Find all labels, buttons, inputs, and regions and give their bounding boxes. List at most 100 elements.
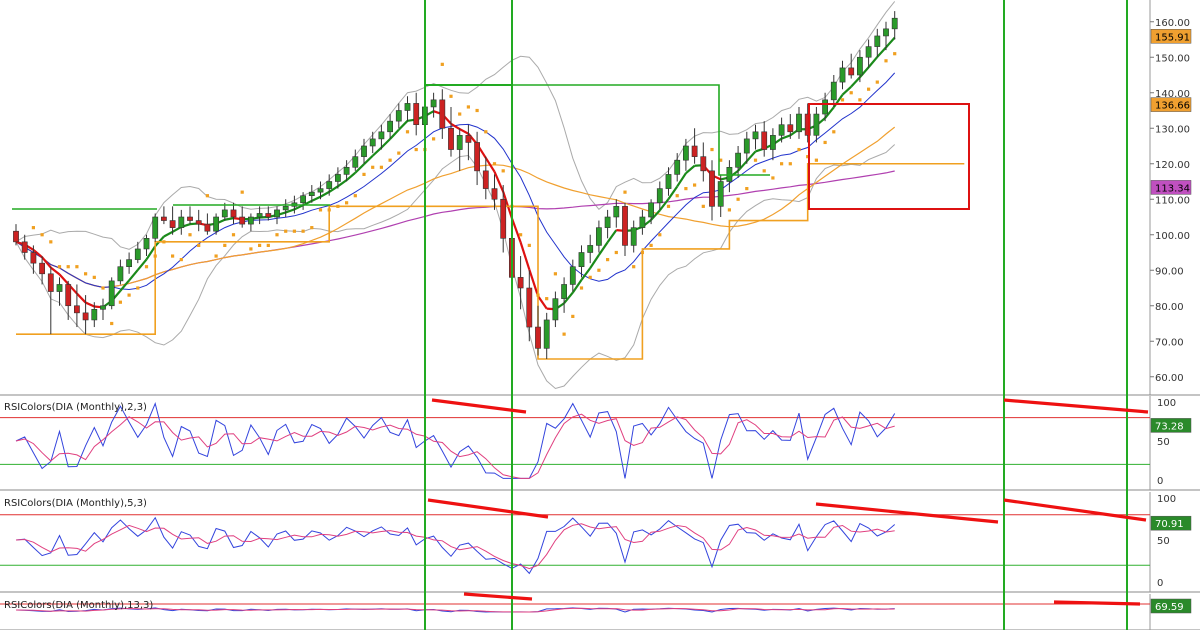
candle-body [39, 262, 45, 275]
sar-dot [632, 265, 636, 269]
hull-segment [519, 241, 531, 270]
sar-dot [814, 158, 818, 162]
rsi-panel-label: RSIColors(DIA (Monthly),2,3) [4, 402, 147, 413]
sar-dot [144, 265, 149, 269]
sar-dot [579, 286, 584, 290]
candle-body [830, 81, 837, 101]
sar-dot [301, 229, 305, 233]
sar-dot [179, 258, 183, 262]
sar-dot [553, 272, 557, 276]
candle-body [743, 138, 750, 154]
candle-body [195, 220, 202, 225]
candle-body [735, 152, 741, 168]
sar-dot [675, 194, 679, 198]
candle-body [665, 174, 672, 189]
sar-dot [371, 165, 375, 169]
candle-body [430, 99, 437, 108]
candle-body [204, 223, 211, 232]
hull-segment [510, 217, 522, 243]
sar-dot [762, 169, 766, 173]
candle-body [622, 206, 628, 246]
sar-dot [432, 137, 436, 141]
sar-dot [823, 140, 827, 145]
rsi-line [15, 516, 896, 575]
candle-body [604, 216, 611, 228]
candle-body [717, 181, 724, 207]
sar-dot [188, 233, 192, 237]
candle-body [30, 252, 37, 264]
hull-segment [832, 94, 844, 108]
candle-body [282, 206, 289, 211]
candle-body [848, 67, 855, 76]
hull-segment [398, 120, 409, 131]
candle-body [639, 216, 646, 228]
sar-dot [536, 293, 540, 297]
sar-dot [588, 275, 592, 279]
hull-segment [50, 266, 61, 276]
support-step-line [16, 162, 965, 360]
candle-body [491, 188, 498, 200]
candle-body [387, 120, 393, 133]
bollinger-upper [15, 1, 896, 250]
bollinger-lower [15, 144, 896, 390]
sar-dot [362, 172, 366, 176]
sar-dot [101, 286, 105, 290]
sar-dot [92, 275, 96, 279]
hull-segment [484, 157, 496, 173]
sar-dot [336, 204, 340, 208]
price-badge [1150, 180, 1192, 195]
sar-dot [719, 158, 723, 162]
candle-body [691, 145, 698, 157]
sar-dot [327, 208, 331, 212]
candle-body [474, 142, 480, 172]
candle-body [500, 198, 507, 239]
sar-dot [414, 147, 418, 152]
rsi-panel-2: 0 50 100 RSIColors(DIA (Monthly),2,3) 73.28 [0, 396, 1200, 491]
sar-dot [484, 130, 488, 134]
candle-body [326, 181, 333, 189]
hull-segment [885, 36, 896, 49]
candle-body [569, 266, 576, 285]
sar-dot [136, 286, 140, 290]
candle-body [334, 174, 341, 182]
hull-segment [676, 172, 687, 188]
candle-body [778, 124, 785, 136]
candle-body [221, 209, 228, 218]
sar-dot [858, 98, 862, 102]
rsi-value-badge-label: 70.91 [1155, 519, 1184, 530]
sar-dot [379, 165, 383, 169]
sar-dot [466, 105, 470, 109]
sar-dot [614, 250, 618, 255]
sar-dot [780, 162, 784, 166]
divergence-line [1053, 600, 1141, 606]
candle-body [308, 191, 315, 196]
rsi-tick-label: 50 [1157, 536, 1170, 547]
sar-dot [492, 162, 497, 166]
hull-segment [859, 66, 870, 79]
sar-dot [458, 112, 462, 116]
hull-segment [328, 185, 339, 193]
price-panel-bg [0, 0, 1200, 395]
sar-dot [501, 169, 505, 173]
hull-segment [311, 195, 321, 202]
hull-segment [371, 146, 383, 157]
candle-body [448, 127, 454, 150]
rsi-value-badge [1150, 418, 1192, 433]
sar-dot [266, 243, 270, 247]
candle-body [595, 227, 602, 246]
y-tick-label: 110.00 [1155, 195, 1190, 206]
hull-segment [128, 269, 139, 282]
sar-dot [736, 197, 740, 201]
candle-body [874, 35, 881, 47]
hull-segment [76, 292, 87, 304]
rsi-value-badge [1150, 515, 1192, 531]
hull-segment [841, 85, 852, 96]
hull-segment [337, 179, 348, 188]
candle-body [239, 216, 246, 225]
rsi-tick-label: 100 [1157, 398, 1176, 409]
moving-average-orange [15, 126, 896, 289]
sar-dot [249, 247, 253, 251]
hull-segment [41, 256, 52, 269]
candle-body [13, 230, 19, 243]
